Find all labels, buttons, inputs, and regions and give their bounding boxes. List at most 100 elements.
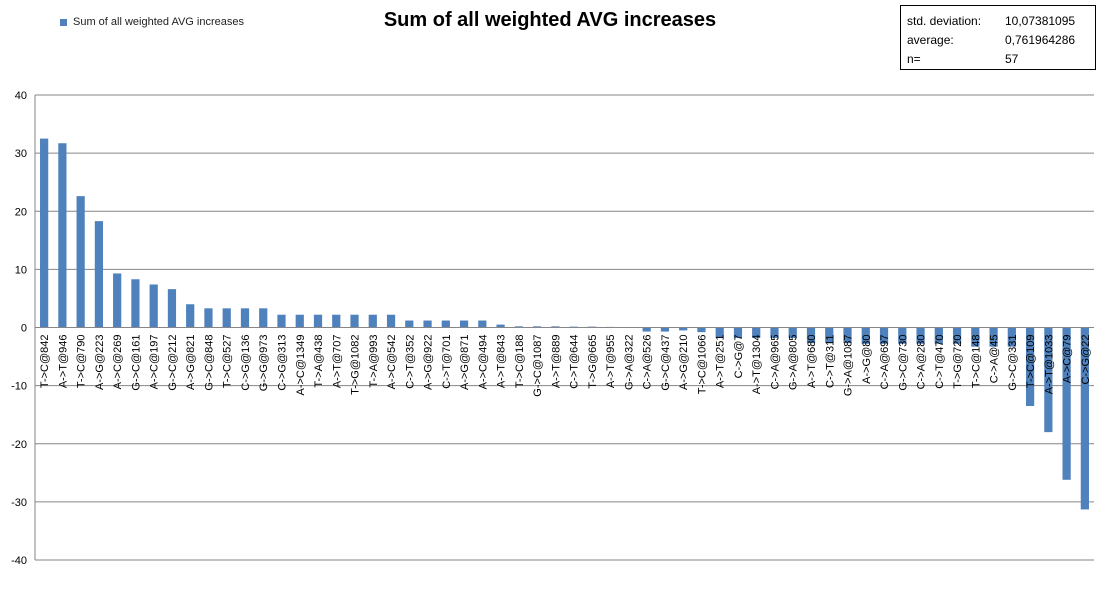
bar — [752, 327, 761, 338]
x-tick-label: A->C@1349 — [295, 335, 307, 396]
bar — [441, 320, 450, 328]
x-tick-label: C->A@45 — [989, 335, 1001, 384]
x-tick-label: C->A@280 — [916, 335, 928, 390]
bar — [368, 314, 377, 328]
bar — [679, 327, 688, 331]
x-tick-label: A->T@889 — [550, 335, 562, 389]
bar — [697, 327, 706, 333]
stats-value-average: 0,761964286 — [1005, 32, 1076, 47]
bar — [916, 327, 925, 344]
x-tick-label: A->G@223 — [94, 335, 106, 391]
bar — [971, 327, 980, 347]
x-tick-label: A->T@680 — [806, 335, 818, 389]
x-tick-label: T->A@438 — [313, 335, 325, 388]
bar — [1025, 327, 1035, 406]
x-tick-label: G->C@331 — [1007, 335, 1019, 391]
stats-value-std: 10,07381095 — [1005, 13, 1076, 28]
x-tick-label: C->A@965 — [769, 335, 781, 390]
x-tick-label: G->C@730 — [897, 335, 909, 391]
x-tick-label: T->A@993 — [368, 335, 380, 388]
x-tick-label: A->G@80 — [861, 335, 873, 384]
stats-row-average: average: 0,761964286 — [907, 30, 1095, 49]
bar — [1007, 327, 1016, 347]
bar — [149, 284, 158, 328]
y-tick-label: 0 — [21, 323, 27, 335]
stats-row-n: n= 57 — [907, 49, 1095, 68]
x-tick-label: C->T@470 — [934, 335, 946, 389]
bar — [989, 327, 998, 347]
bar — [240, 308, 250, 328]
bar — [934, 327, 943, 344]
x-tick-label: T->C@842 — [39, 335, 51, 389]
bar — [898, 327, 907, 344]
x-tick-label: T->G@1082 — [350, 335, 362, 395]
x-tick-label: A->C@494 — [477, 334, 489, 389]
y-tick-label: 20 — [15, 206, 27, 218]
x-tick-label: A->T@955 — [605, 335, 617, 389]
x-tick-label: A->T@946 — [57, 335, 69, 389]
bar — [1080, 327, 1089, 510]
legend: Sum of all weighted AVG increases — [60, 16, 244, 28]
x-tick-label: A->T@707 — [331, 335, 343, 389]
x-tick-label: T->C@188 — [514, 335, 526, 389]
bar — [423, 320, 432, 328]
bar — [113, 273, 122, 328]
bar — [806, 327, 816, 344]
x-tick-label: G->C@212 — [167, 335, 179, 391]
chart-title: Sum of all weighted AVG increases — [383, 9, 717, 31]
bar — [715, 327, 724, 338]
bar — [94, 221, 104, 328]
legend-label: Sum of all weighted AVG increases — [73, 16, 244, 28]
x-tick-label: C->A@697 — [879, 335, 891, 390]
bar — [1062, 327, 1071, 480]
x-tick-label: T->G@665 — [587, 335, 599, 389]
bar — [295, 314, 304, 328]
stats-label-std: std. deviation: — [907, 13, 982, 28]
bar — [478, 320, 487, 328]
y-tick-label: -40 — [11, 555, 27, 567]
stats-row-std: std. deviation: 10,07381095 — [907, 11, 1095, 30]
x-tick-label: G->C@161 — [130, 335, 142, 391]
x-tick-label: A->T@843 — [496, 335, 508, 389]
y-tick-label: 10 — [15, 264, 27, 276]
x-tick-label: C->A@526 — [642, 335, 654, 390]
bar — [405, 320, 414, 328]
bar — [167, 289, 177, 328]
x-tick-label: A->G@871 — [459, 335, 471, 391]
x-tick-label: T->C@148 — [970, 335, 982, 389]
bar — [533, 326, 542, 328]
bar — [879, 327, 889, 344]
x-tick-label: C->T@311 — [824, 335, 836, 388]
x-tick-label: G->G@973 — [258, 335, 270, 392]
bar — [76, 196, 85, 328]
bar — [733, 327, 743, 338]
x-tick-label: T->C@109 — [1025, 335, 1037, 389]
bar — [259, 308, 268, 328]
x-tick-label: C->G@7 — [733, 335, 745, 379]
x-tick-label: A->T@1033 — [1043, 335, 1055, 395]
y-tick-label: -30 — [11, 497, 27, 509]
bar — [58, 143, 67, 328]
y-tick-label: -20 — [11, 439, 27, 451]
bar — [222, 308, 231, 328]
x-tick-label: A->C@79 — [1062, 335, 1074, 384]
x-tick-label: A->G@821 — [185, 335, 197, 391]
x-tick-label: C->T@352 — [404, 335, 416, 389]
bar — [40, 138, 49, 328]
bar — [386, 314, 396, 328]
x-tick-label: C->G@136 — [240, 335, 252, 391]
x-tick-label: A->T@251 — [715, 335, 727, 389]
bar — [350, 314, 359, 328]
stats-value-n: 57 — [1005, 51, 1019, 66]
bar — [825, 327, 834, 344]
y-tick-label: 30 — [15, 148, 27, 160]
bar — [1044, 327, 1053, 433]
bar — [204, 308, 213, 328]
x-tick-label: A->C@197 — [149, 335, 161, 390]
x-tick-label: C->T@701 — [441, 335, 453, 389]
x-tick-label: C->G@22 — [1080, 335, 1092, 385]
legend-swatch — [60, 18, 67, 26]
x-tick-label: G->C@437 — [660, 335, 672, 391]
bar — [514, 326, 523, 328]
